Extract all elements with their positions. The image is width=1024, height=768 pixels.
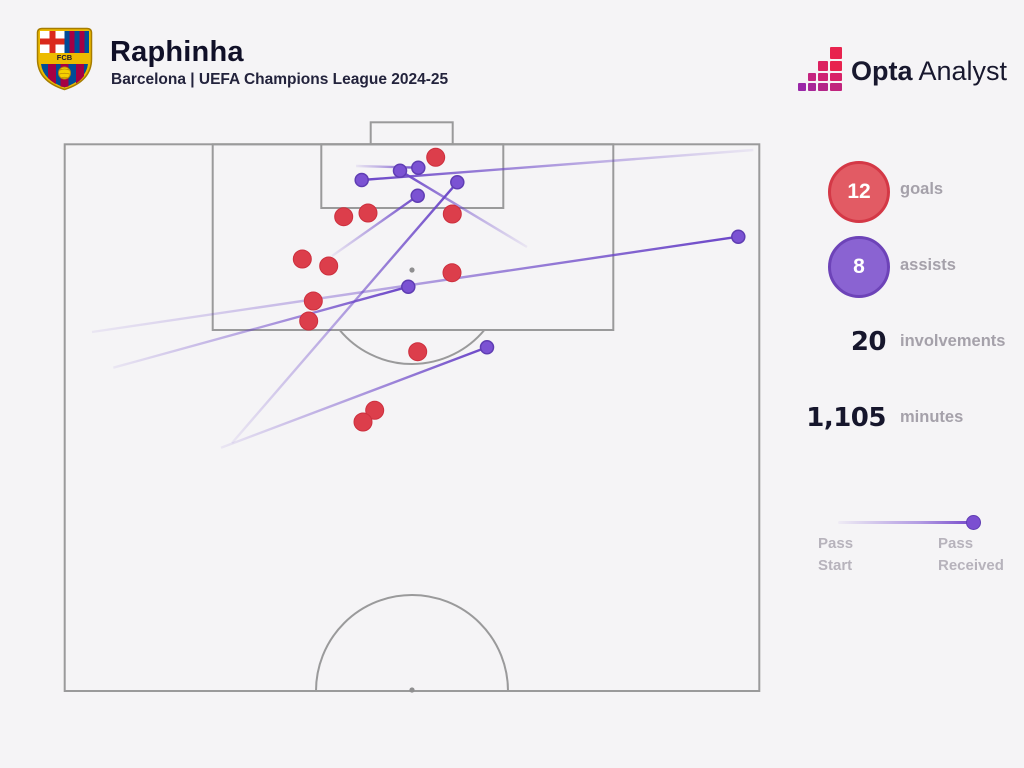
assist-pass-line: [355, 164, 419, 169]
assist-pass-line: [331, 194, 419, 257]
assist-dot: [392, 163, 408, 178]
opta-logo-text: Opta Analyst: [851, 56, 1008, 86]
assist-dot: [411, 160, 426, 175]
penalty-arc: [338, 329, 486, 365]
assists-stat-circle: 8: [828, 236, 890, 298]
assist-dot: [354, 172, 369, 188]
assist-pass-line: [361, 148, 754, 182]
penalty-spot: [409, 267, 415, 273]
goal-dot: [319, 256, 339, 276]
crest-fcb-text: FCB: [57, 53, 73, 62]
assist-pass-line: [399, 169, 528, 249]
opta-analyst-logo: Opta Analyst: [798, 47, 1007, 94]
assist-dot: [450, 175, 465, 190]
page-subtitle: Barcelona | UEFA Champions League 2024-2…: [111, 71, 449, 88]
goal-dot: [299, 311, 319, 331]
goal-dot: [442, 263, 462, 283]
pitch-goal: [369, 121, 454, 146]
goal-dot: [365, 400, 385, 420]
minutes-value: 1,105: [806, 403, 886, 433]
goal-dot: [292, 249, 312, 269]
center-spot: [409, 687, 415, 693]
goal-dots: [292, 147, 462, 432]
goal-dot: [358, 203, 378, 223]
involvements-label: involvements: [900, 332, 1006, 350]
assist-pass-line: [220, 346, 488, 449]
minutes-label: minutes: [900, 408, 964, 426]
goals-stat-circle: 12: [828, 161, 890, 223]
goal-dot: [442, 204, 462, 224]
goals-label: goals: [900, 180, 944, 198]
pitch-outer: [63, 143, 761, 693]
pass-received-label: Pass Received: [938, 535, 1004, 574]
assist-pass-line: [231, 181, 459, 444]
page-title: Raphinha: [110, 36, 244, 68]
opta-logo-icon: [798, 47, 842, 94]
assist-dots: [354, 160, 746, 355]
pass-start-label: Pass Start: [818, 535, 854, 574]
goal-dot: [408, 342, 428, 362]
pass-legend-line: [838, 521, 975, 524]
assist-dot: [731, 229, 746, 244]
assist-pass-line: [112, 285, 409, 369]
pitch-markings: [63, 121, 761, 693]
goals-value: 12: [847, 180, 871, 203]
assist-dot: [479, 340, 495, 355]
pass-received-dot-icon: [966, 515, 981, 530]
pitch-penalty-area: [211, 143, 615, 331]
goal-dot: [426, 147, 446, 167]
goal-dot: [303, 291, 323, 311]
assists-value: 8: [853, 255, 865, 278]
center-circle: [315, 594, 509, 692]
goal-dot: [334, 207, 354, 227]
involvements-value: 20: [850, 327, 887, 357]
assist-dot: [410, 188, 425, 203]
goal-dot: [353, 412, 373, 432]
barcelona-crest-icon: FCB: [36, 27, 93, 91]
assist-dot: [401, 279, 416, 294]
assists-label: assists: [900, 256, 956, 274]
